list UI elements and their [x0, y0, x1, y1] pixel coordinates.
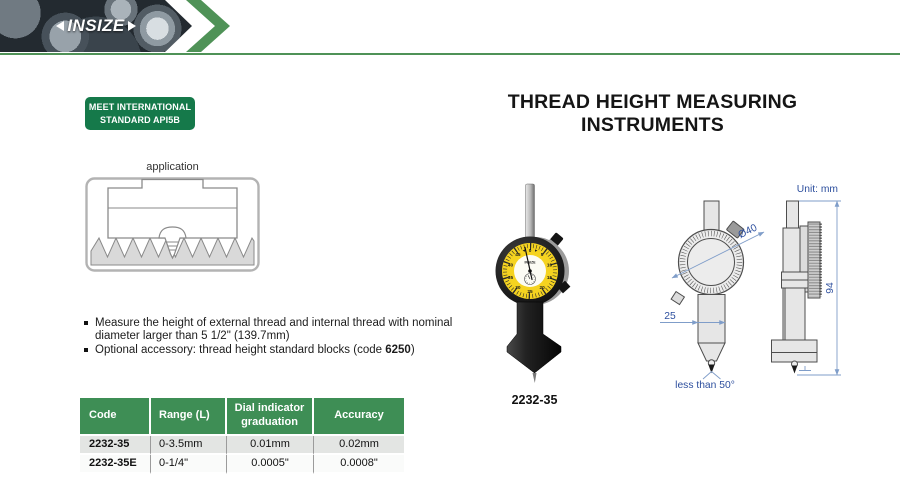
brand-header-photo: INSIZE — [0, 0, 192, 52]
side-stem — [786, 200, 799, 231]
feature-text: Optional accessory: thread height standa… — [95, 344, 415, 357]
dia-dimension-label: Ø40 — [737, 222, 760, 241]
front-stem-taper — [697, 342, 726, 362]
feature-text-suffix: ) — [410, 343, 415, 356]
product-photo: INSIZE 0 5 10 15 20 25 30 35 40 45 — [495, 183, 571, 383]
feature-text: Measure the height of external thread an… — [95, 317, 453, 342]
table-header-row: Code Range (L) Dial indicator graduation… — [80, 398, 404, 436]
logo-arrow-left-icon — [56, 21, 65, 31]
bullet-icon — [84, 347, 88, 352]
col-header-code: Code — [80, 398, 151, 436]
needle-hub — [528, 269, 532, 273]
gauge-base-outline — [107, 178, 238, 239]
table-row: 2232-35E 0-1/4" 0.0005" 0.0008" — [80, 454, 404, 474]
header-rule — [0, 53, 900, 55]
page-title: THREAD HEIGHT MEASURING INSTRUMENTS — [507, 91, 798, 136]
probe-tip-outline — [158, 226, 187, 260]
contact-point — [532, 373, 537, 383]
feature-item: Measure the height of external thread an… — [84, 317, 464, 343]
height-dimension-label: 94 — [825, 282, 836, 294]
insize-logo: INSIZE — [67, 15, 125, 35]
badge-line1: MEET INTERNATIONAL — [88, 102, 192, 112]
cell-graduation: 0.0005" — [227, 454, 314, 474]
col-header-range: Range (L) — [151, 398, 227, 436]
dial-numbers: 0 5 10 15 20 25 30 35 40 45 — [508, 248, 553, 294]
front-lug — [670, 290, 686, 306]
cell-graduation: 0.01mm — [227, 435, 314, 455]
stem-dimension-label: 25 — [664, 311, 676, 322]
svg-text:30: 30 — [515, 285, 521, 290]
svg-text:0: 0 — [529, 248, 532, 253]
technical-drawing: Ø40 25 less than 50° 94 — [660, 184, 841, 390]
bullet-icon — [84, 321, 88, 325]
cell-range: 0-3.5mm — [151, 435, 227, 455]
subdial-needle — [527, 275, 531, 280]
angle-label: less than 50° — [675, 380, 735, 390]
holder-base — [506, 301, 562, 383]
side-lower-column — [784, 287, 806, 341]
cell-code: 2232-35E — [80, 454, 151, 474]
cell-accuracy: 0.0008" — [314, 454, 404, 474]
svg-text:10: 10 — [547, 262, 553, 267]
front-stem — [703, 200, 720, 232]
front-lower-stem — [697, 294, 726, 344]
front-contact-tip — [708, 364, 715, 374]
probe-tip-steps — [166, 241, 179, 251]
bezel-clamp — [557, 280, 571, 294]
tip-dimension-mark — [799, 366, 811, 371]
feature-item: Optional accessory: thread height standa… — [84, 344, 464, 357]
application-diagram — [85, 177, 260, 272]
feature-text-prefix: Optional accessory: thread height standa… — [95, 343, 386, 356]
angle-marks — [702, 370, 721, 380]
svg-text:15: 15 — [547, 275, 553, 280]
cell-range: 0-1/4" — [151, 454, 227, 474]
green-chevron — [186, 0, 230, 52]
needle — [524, 246, 533, 281]
svg-text:35: 35 — [508, 275, 514, 280]
indicator-stem — [525, 183, 535, 242]
product-code-label: 2232-35 — [511, 393, 558, 407]
application-label: application — [146, 161, 199, 173]
feature-list: Measure the height of external thread an… — [84, 317, 464, 358]
svg-text:40: 40 — [508, 262, 514, 267]
side-contact-tip — [791, 365, 798, 374]
spec-table: Code Range (L) Dial indicator graduation… — [80, 398, 404, 474]
cell-accuracy: 0.02mm — [314, 435, 404, 455]
svg-text:45: 45 — [515, 252, 521, 257]
cell-code: 2232-35 — [80, 435, 151, 455]
dial-face: INSIZE 0 5 10 15 20 25 30 35 40 45 — [495, 236, 565, 306]
subdial-ticks — [525, 274, 535, 284]
side-base — [771, 339, 818, 363]
svg-text:20: 20 — [539, 285, 545, 290]
feature-text-code: 6250 — [385, 343, 411, 356]
standard-badge: MEET INTERNATIONAL STANDARD API5B — [85, 97, 195, 131]
side-view: 94 Unit: mm — [771, 184, 841, 376]
col-header-graduation: Dial indicator graduation — [227, 398, 314, 436]
svg-text:5: 5 — [541, 252, 544, 257]
dial-brand: INSIZE — [525, 261, 537, 265]
svg-text:25: 25 — [527, 289, 533, 294]
front-view: Ø40 25 less than 50° — [660, 200, 765, 390]
unit-label: Unit: mm — [797, 184, 838, 195]
front-dial-inner — [687, 238, 735, 286]
badge-line2: STANDARD API5B — [100, 114, 180, 125]
dia-dimension-line — [671, 231, 765, 279]
dial-minor-ticks — [503, 244, 557, 298]
col-header-accuracy: Accuracy — [314, 398, 404, 436]
logo-arrow-right-icon — [127, 21, 136, 31]
table-row: 2232-35 0-3.5mm 0.01mm 0.02mm — [80, 435, 404, 455]
